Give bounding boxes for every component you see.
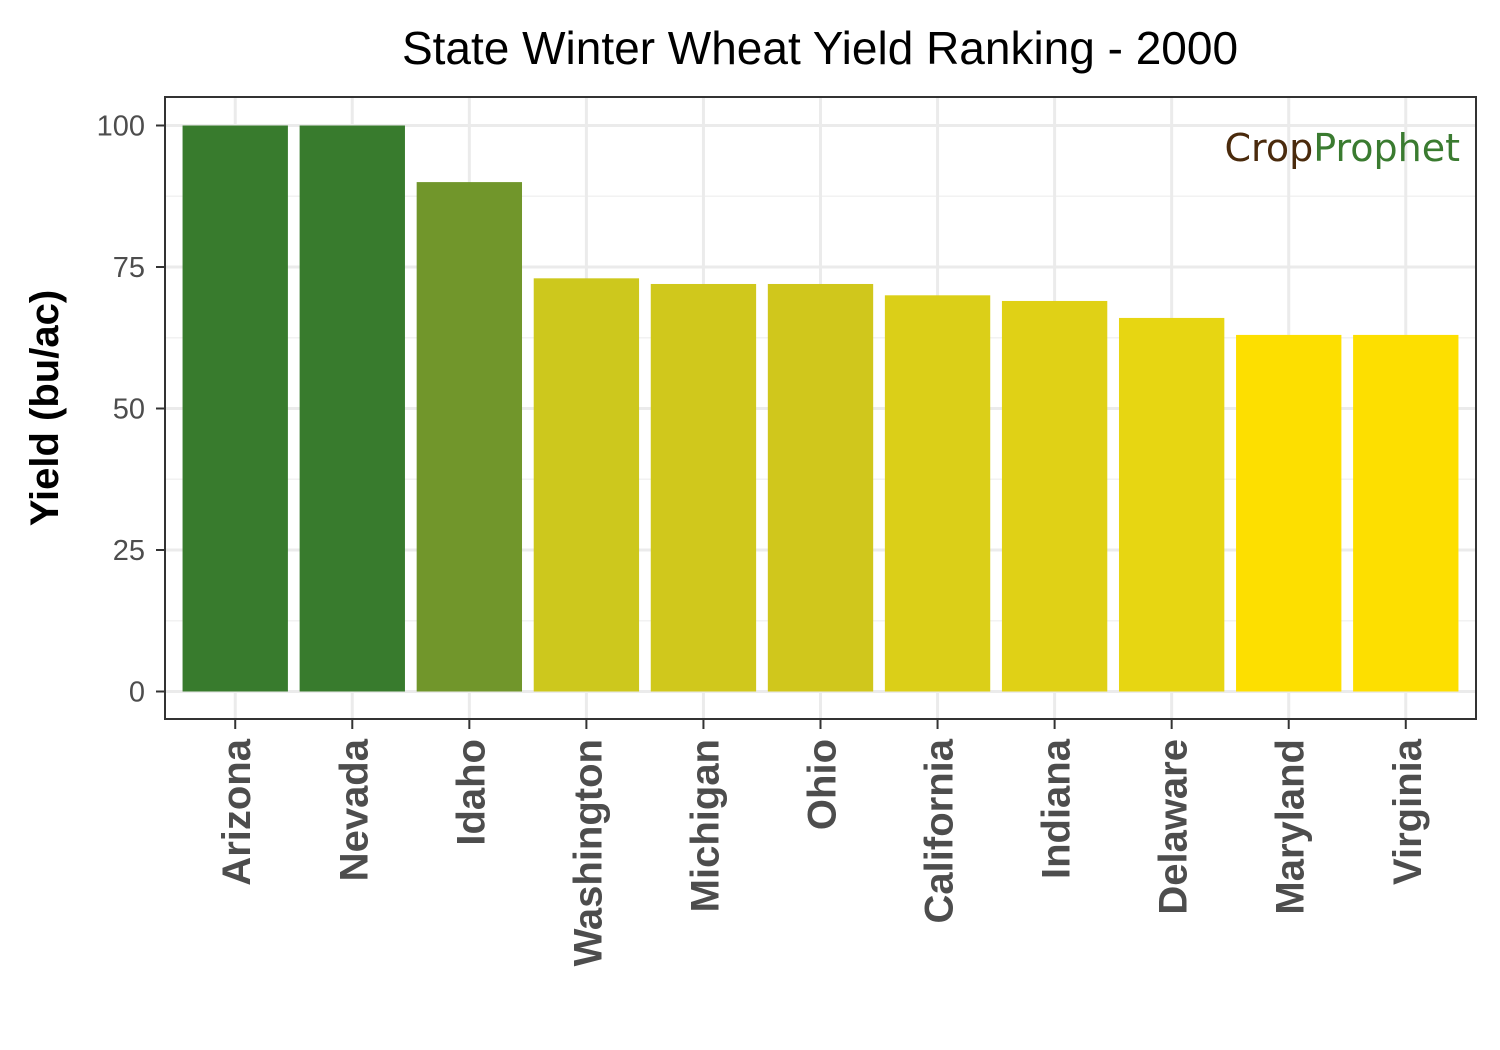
x-tick-label: Idaho (449, 739, 493, 846)
bar-arizona (182, 125, 288, 692)
bar-ohio (767, 283, 874, 692)
y-tick-label: 75 (113, 252, 145, 284)
plot-area: 0 25 50 75 100 Arizona Nevada Idaho Washington Mi… (97, 96, 1477, 966)
bar-idaho (416, 182, 523, 692)
bar-nevada (299, 125, 405, 692)
y-tick-label: 25 (113, 535, 145, 567)
chart-title: State Winter Wheat Yield Ranking - 2000 (402, 22, 1238, 74)
x-tick-label: Arizona (215, 738, 259, 885)
y-axis-label: Yield (bu/ac) (23, 290, 67, 526)
bar-michigan (650, 283, 757, 692)
x-tick-label: Indiana (1035, 738, 1079, 879)
x-tick-label: Delaware (1152, 739, 1196, 915)
bar-washington (533, 278, 640, 692)
y-tick-label: 0 (129, 677, 145, 709)
cropprophet-logo: CropProphet (1225, 126, 1460, 170)
bar-virginia (1353, 334, 1459, 692)
bar-delaware (1118, 317, 1225, 692)
svg-text:CropProphet: CropProphet (1225, 126, 1460, 170)
y-tick-label: 100 (97, 111, 145, 143)
logo-part-crop: Crop (1225, 126, 1314, 170)
bar-indiana (1001, 300, 1108, 692)
x-tick-label: Maryland (1269, 739, 1313, 915)
y-tick-label: 50 (113, 394, 145, 426)
logo-part-prophet: Prophet (1313, 126, 1460, 170)
x-tick-label: Michigan (683, 739, 727, 912)
bar-california (884, 295, 991, 692)
x-tick-label: California (918, 738, 962, 923)
x-tick-label: Washington (566, 739, 610, 966)
x-tick-label: Ohio (801, 739, 845, 830)
x-tick-label: Virginia (1386, 738, 1430, 885)
x-tick-label: Nevada (332, 738, 376, 881)
bar-maryland (1236, 334, 1342, 692)
